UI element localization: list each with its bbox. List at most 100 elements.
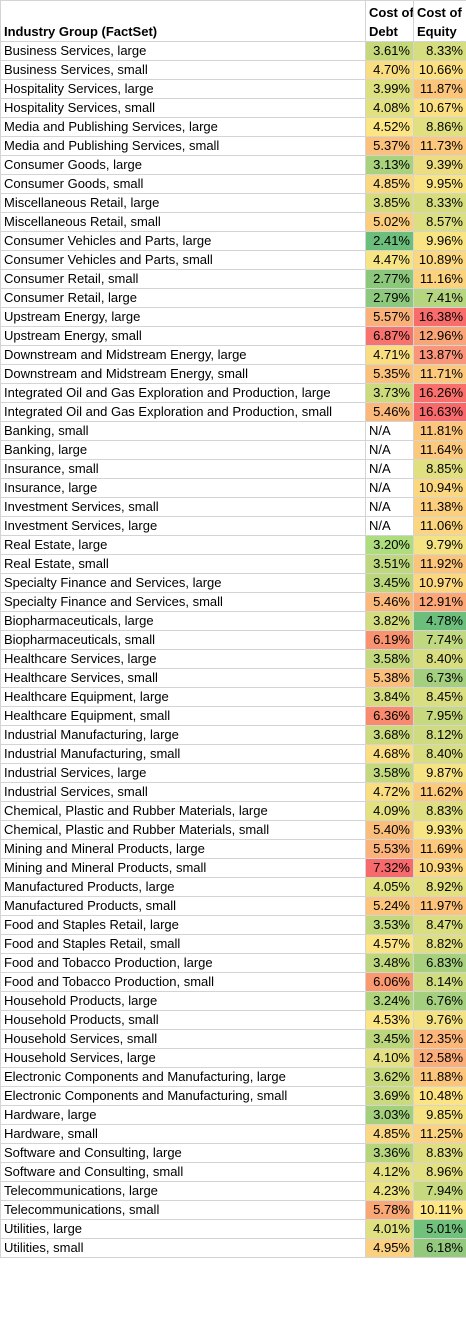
table-row: Healthcare Equipment, small 6.36% 7.95% [0, 706, 466, 726]
industry-group-cell: Industrial Manufacturing, small [0, 744, 366, 764]
table-row: Food and Staples Retail, small 4.57% 8.82% [0, 934, 466, 954]
table-row: Telecommunications, small 5.78% 10.11% [0, 1200, 466, 1220]
industry-group-cell: Utilities, small [0, 1238, 366, 1258]
cost-of-debt-cell: 3.58% [365, 649, 414, 669]
cost-of-debt-cell: 4.95% [365, 1238, 414, 1258]
cost-of-equity-cell: 11.81% [413, 421, 466, 441]
industry-group-cell: Investment Services, small [0, 497, 366, 517]
table-row: Banking, small N/A 11.81% [0, 421, 466, 441]
cost-of-debt-cell: 3.84% [365, 687, 414, 707]
industry-group-cell: Real Estate, large [0, 535, 366, 555]
cost-of-debt-cell: 3.99% [365, 79, 414, 99]
industry-group-cell: Specialty Finance and Services, large [0, 573, 366, 593]
table-row: Downstream and Midstream Energy, small 5.… [0, 364, 466, 384]
cost-of-debt-cell: 5.57% [365, 307, 414, 327]
cost-of-equity-cell: 11.71% [413, 364, 466, 384]
cost-of-debt-cell: 4.70% [365, 60, 414, 80]
cost-of-debt-cell: 3.53% [365, 915, 414, 935]
table-row: Consumer Vehicles and Parts, small 4.47% 1… [0, 250, 466, 270]
table-body: Business Services, large 3.61% 8.33% Busine… [0, 41, 466, 1258]
table-row: Mining and Mineral Products, small 7.32% 1… [0, 858, 466, 878]
industry-group-cell: Integrated Oil and Gas Exploration and P… [0, 383, 366, 403]
cost-of-equity-cell: 9.39% [413, 155, 466, 175]
industry-group-cell: Industrial Manufacturing, large [0, 725, 366, 745]
table-row: Media and Publishing Services, small 5.37… [0, 136, 466, 156]
cost-of-equity-cell: 10.48% [413, 1086, 466, 1106]
cost-of-equity-cell: 8.12% [413, 725, 466, 745]
cost-of-debt-cell: 4.23% [365, 1181, 414, 1201]
table-row: Software and Consulting, large 3.36% 8.83% [0, 1143, 466, 1163]
cost-of-equity-cell: 16.63% [413, 402, 466, 422]
cost-of-equity-cell: 13.87% [413, 345, 466, 365]
industry-group-cell: Consumer Retail, small [0, 269, 366, 289]
industry-group-cell: Specialty Finance and Services, small [0, 592, 366, 612]
cost-of-equity-cell: 4.78% [413, 611, 466, 631]
industry-group-cell: Telecommunications, large [0, 1181, 366, 1201]
table-row: Consumer Retail, large 2.79% 7.41% [0, 288, 466, 308]
industry-group-cell: Chemical, Plastic and Rubber Materials, … [0, 820, 366, 840]
industry-group-cell: Downstream and Midstream Energy, small [0, 364, 366, 384]
table-row: Healthcare Services, large 3.58% 8.40% [0, 649, 466, 669]
industry-group-cell: Business Services, small [0, 60, 366, 80]
cost-of-debt-cell: 3.36% [365, 1143, 414, 1163]
cost-of-debt-header: Cost of Debt [365, 0, 414, 42]
cost-of-debt-cell: 4.85% [365, 1124, 414, 1144]
table-row: Industrial Manufacturing, small 4.68% 8.40… [0, 744, 466, 764]
cost-of-equity-cell: 8.92% [413, 877, 466, 897]
cost-of-equity-cell: 8.83% [413, 1143, 466, 1163]
cost-of-equity-cell: 7.94% [413, 1181, 466, 1201]
industry-group-cell: Telecommunications, small [0, 1200, 366, 1220]
cost-of-equity-cell: 8.14% [413, 972, 466, 992]
table-row: Consumer Vehicles and Parts, large 2.41% 9… [0, 231, 466, 251]
industry-group-cell: Electronic Components and Manufacturing,… [0, 1086, 366, 1106]
cost-of-equity-cell: 6.73% [413, 668, 466, 688]
cost-of-equity-cell: 10.11% [413, 1200, 466, 1220]
table-row: Upstream Energy, large 5.57% 16.38% [0, 307, 466, 327]
cost-of-debt-cell: 6.06% [365, 972, 414, 992]
cost-of-equity-cell: 8.33% [413, 41, 466, 61]
cost-of-equity-cell: 12.58% [413, 1048, 466, 1068]
cost-of-equity-cell: 8.40% [413, 649, 466, 669]
table-row: Telecommunications, large 4.23% 7.94% [0, 1181, 466, 1201]
cost-of-equity-cell: 8.47% [413, 915, 466, 935]
table-row: Manufactured Products, small 5.24% 11.97% [0, 896, 466, 916]
table-row: Manufactured Products, large 4.05% 8.92% [0, 877, 466, 897]
cost-of-equity-cell: 7.95% [413, 706, 466, 726]
cost-of-debt-cell: 4.72% [365, 782, 414, 802]
cost-of-debt-cell: N/A [365, 516, 414, 536]
industry-group-cell: Real Estate, small [0, 554, 366, 574]
industry-group-cell: Hospitality Services, large [0, 79, 366, 99]
industry-group-cell: Household Products, large [0, 991, 366, 1011]
industry-group-cell: Industrial Services, large [0, 763, 366, 783]
cost-of-debt-cell: 3.58% [365, 763, 414, 783]
cost-of-debt-cell: 3.20% [365, 535, 414, 555]
cost-of-equity-cell: 8.82% [413, 934, 466, 954]
cost-of-equity-cell: 9.76% [413, 1010, 466, 1030]
industry-group-cell: Healthcare Services, small [0, 668, 366, 688]
table-row: Household Products, small 4.53% 9.76% [0, 1010, 466, 1030]
industry-group-cell: Media and Publishing Services, small [0, 136, 366, 156]
industry-group-cell: Household Services, large [0, 1048, 366, 1068]
cost-of-debt-cell: 6.36% [365, 706, 414, 726]
cost-of-equity-cell: 8.40% [413, 744, 466, 764]
table-row: Mining and Mineral Products, large 5.53% 1… [0, 839, 466, 859]
cost-of-debt-cell: 5.38% [365, 668, 414, 688]
industry-group-cell: Banking, large [0, 440, 366, 460]
industry-group-cell: Utilities, large [0, 1219, 366, 1239]
cost-of-equity-cell: 8.96% [413, 1162, 466, 1182]
cost-of-equity-cell: 6.18% [413, 1238, 466, 1258]
industry-group-cell: Household Products, small [0, 1010, 366, 1030]
industry-group-cell: Hardware, large [0, 1105, 366, 1125]
cost-of-equity-cell: 8.45% [413, 687, 466, 707]
table-row: Media and Publishing Services, large 4.52… [0, 117, 466, 137]
cost-of-debt-cell: 4.08% [365, 98, 414, 118]
cost-of-equity-cell: 11.62% [413, 782, 466, 802]
industry-group-cell: Investment Services, large [0, 516, 366, 536]
cost-of-equity-cell: 6.83% [413, 953, 466, 973]
industry-group-cell: Software and Consulting, small [0, 1162, 366, 1182]
industry-group-cell: Manufactured Products, small [0, 896, 366, 916]
table-row: Business Services, small 4.70% 10.66% [0, 60, 466, 80]
cost-of-debt-cell: 3.69% [365, 1086, 414, 1106]
cost-of-debt-cell: 5.46% [365, 402, 414, 422]
table-row: Business Services, large 3.61% 8.33% [0, 41, 466, 61]
